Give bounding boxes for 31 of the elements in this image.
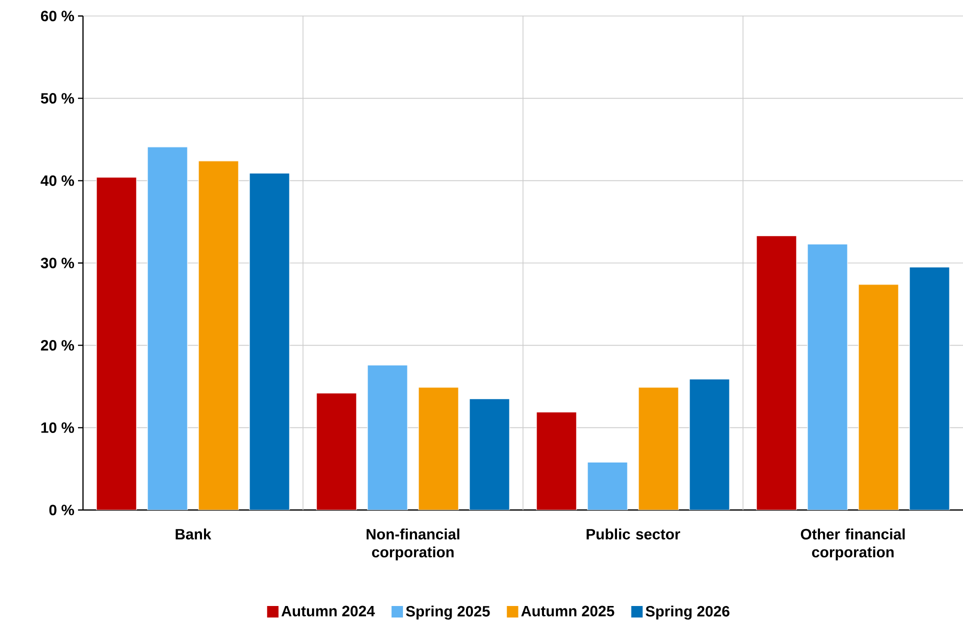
bar bbox=[756, 236, 797, 510]
legend-label: Spring 2025 bbox=[406, 606, 490, 620]
y-tick-label: 30 % bbox=[40, 258, 74, 268]
bar bbox=[316, 392, 357, 510]
y-tick-label: 10 % bbox=[41, 422, 74, 433]
y-tick-label: 50 % bbox=[40, 93, 74, 104]
bar bbox=[807, 244, 848, 510]
bar bbox=[536, 412, 577, 510]
bar bbox=[198, 160, 239, 510]
x-tick-label: Public sector bbox=[586, 528, 680, 540]
bar bbox=[469, 398, 510, 510]
y-tick-label: 0 % bbox=[49, 504, 74, 516]
legend-label: Autumn 2025 bbox=[521, 606, 614, 616]
bar bbox=[147, 146, 188, 510]
bar bbox=[418, 387, 459, 510]
y-tick-label: 40 % bbox=[40, 175, 74, 186]
bar bbox=[367, 364, 408, 510]
bar bbox=[96, 177, 137, 510]
bar bbox=[909, 266, 950, 510]
bar bbox=[587, 462, 628, 510]
y-tick-label: 20 % bbox=[40, 340, 74, 351]
bar bbox=[249, 172, 290, 510]
bar bbox=[858, 284, 899, 510]
bar bbox=[689, 378, 730, 510]
legend-label: Autumn 2024 bbox=[281, 606, 375, 616]
legend-label: Spring 2026 bbox=[646, 606, 730, 620]
x-tick-label: Non-financial corporation bbox=[366, 528, 460, 560]
x-tick-label: Bank bbox=[176, 528, 212, 540]
bar bbox=[638, 387, 679, 510]
y-tick-label: 60 % bbox=[40, 10, 74, 22]
x-tick-label: Other financial corporation bbox=[800, 528, 905, 560]
